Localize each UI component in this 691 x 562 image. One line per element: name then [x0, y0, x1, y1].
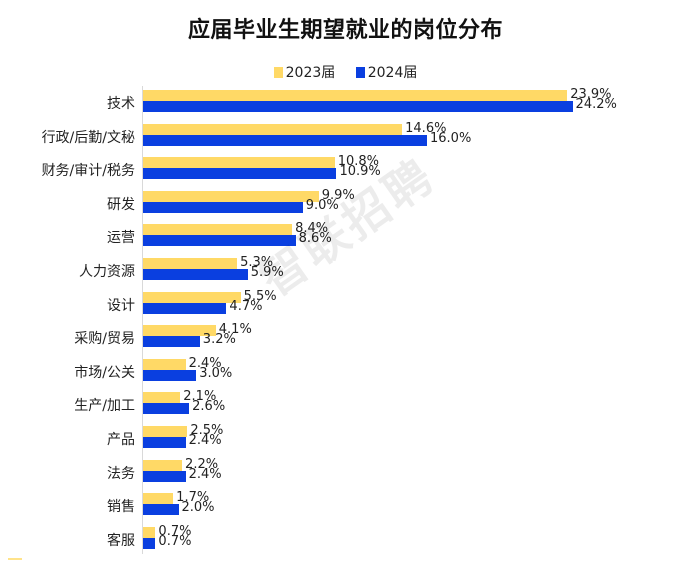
- category-row: 采购/贸易 4.1% 3.2%: [0, 320, 691, 354]
- bar-2023: [143, 190, 319, 202]
- value-label-2024: 16.0%: [430, 130, 472, 146]
- legend-label-2024: 2024届: [367, 65, 418, 81]
- bar-2023: [143, 325, 216, 337]
- value-label-2024: 3.0%: [199, 365, 233, 381]
- category-label: 财务/审计/税务: [41, 163, 135, 180]
- legend-item-2023: 2023届: [273, 62, 336, 82]
- bar-2024: [143, 403, 190, 415]
- value-label-2023: 1.7%: [176, 490, 210, 506]
- bar-2024: [143, 302, 227, 314]
- legend-swatch-2023: [273, 66, 283, 78]
- category-label: 法务: [107, 465, 135, 482]
- bar-2023: [143, 392, 181, 404]
- bar-2023: [143, 123, 403, 135]
- category-row: 法务 2.2% 2.4%: [0, 455, 691, 489]
- category-row: 财务/审计/税务 10.8% 10.9%: [0, 152, 691, 186]
- value-label-2023: 2.5%: [190, 423, 224, 438]
- value-label-2023: 23.9%: [570, 87, 612, 102]
- bar-2023: [143, 526, 156, 538]
- bar-2024: [143, 201, 303, 213]
- bar-2024: [143, 269, 248, 280]
- category-row: 行政/后勤/文秘 14.6% 16.0%: [0, 119, 691, 153]
- value-label-2023: 10.8%: [337, 154, 379, 170]
- legend: 2023届 2024届: [0, 62, 691, 82]
- category-label: 人力资源: [79, 264, 135, 280]
- category-row: 销售 1.7% 2.0%: [0, 488, 691, 522]
- chart-title: 应届毕业生期望就业的岗位分布: [187, 18, 503, 43]
- value-label-2024: 0.7%: [158, 533, 192, 549]
- value-label-2024: 2.0%: [181, 500, 215, 516]
- category-row: 客服 0.7% 0.7%: [0, 522, 691, 556]
- bar-2024: [143, 101, 573, 112]
- legend-label-2023: 2023届: [285, 65, 336, 81]
- category-row: 市场/公关 2.4% 3.0%: [0, 354, 691, 388]
- legend-swatch-2024: [355, 66, 365, 78]
- bar-2023: [143, 459, 183, 471]
- bar-2023: [143, 224, 293, 236]
- value-label-2023: 2.2%: [185, 456, 219, 472]
- bar-2024: [143, 437, 186, 448]
- bar-2024: [143, 336, 200, 348]
- value-label-2023: 4.1%: [218, 322, 252, 338]
- value-label-2024: 3.2%: [202, 332, 236, 348]
- bar-2024: [143, 504, 179, 516]
- bar-2023: [143, 90, 568, 101]
- category-row: 运营 8.4% 8.6%: [0, 219, 691, 253]
- category-label: 行政/后勤/文秘: [41, 129, 135, 146]
- bar-2024: [143, 235, 296, 247]
- value-label-2024: 2.4%: [188, 433, 222, 448]
- category-label: 销售: [107, 499, 135, 516]
- bar-2023: [143, 493, 174, 505]
- bar-2023: [143, 258, 238, 269]
- category-label: 产品: [107, 432, 135, 448]
- category-row: 人力资源 5.3% 5.9%: [0, 253, 691, 287]
- bar-2024: [143, 470, 186, 482]
- category-row: 设计 5.5% 4.7%: [0, 287, 691, 321]
- value-label-2023: 2.4%: [188, 355, 222, 371]
- category-label: 采购/贸易: [74, 331, 135, 348]
- legend-item-2024: 2024届: [355, 62, 418, 82]
- value-label-2024: 24.2%: [575, 97, 617, 112]
- category-label: 运营: [107, 230, 135, 247]
- value-label-2023: 9.9%: [321, 187, 355, 203]
- category-row: 生产/加工 2.1% 2.6%: [0, 387, 691, 421]
- bar-2023: [143, 358, 186, 370]
- category-label: 市场/公关: [74, 364, 135, 381]
- category-label: 研发: [107, 196, 135, 213]
- value-label-2023: 8.4%: [295, 221, 329, 237]
- value-label-2023: 2.1%: [183, 389, 217, 405]
- value-label-2023: 5.3%: [240, 255, 274, 270]
- category-label: 生产/加工: [74, 398, 135, 415]
- value-label-2024: 4.7%: [229, 298, 263, 314]
- value-label-2023: 14.6%: [405, 120, 447, 136]
- category-label: 客服: [107, 532, 135, 549]
- bar-2024: [143, 369, 197, 381]
- bar-2024: [143, 537, 156, 549]
- value-label-2024: 5.9%: [250, 265, 284, 280]
- category-label: 技术: [107, 96, 135, 112]
- value-label-2023: 5.5%: [243, 288, 277, 304]
- corner-mark: [8, 558, 22, 560]
- value-label-2024: 8.6%: [298, 231, 332, 247]
- y-axis-line: [142, 86, 143, 554]
- value-label-2023: 0.7%: [158, 523, 192, 539]
- value-label-2024: 2.4%: [188, 466, 222, 482]
- bar-2024: [143, 134, 427, 146]
- category-row: 产品 2.5% 2.4%: [0, 421, 691, 455]
- bar-2023: [143, 157, 335, 169]
- category-row: 技术 23.9% 24.2%: [0, 85, 691, 119]
- bar-2024: [143, 168, 337, 180]
- category-row: 研发 9.9% 9.0%: [0, 186, 691, 220]
- category-label: 设计: [107, 297, 135, 314]
- bar-2023: [143, 426, 188, 437]
- value-label-2024: 2.6%: [192, 399, 226, 415]
- value-label-2024: 9.0%: [305, 197, 339, 213]
- value-label-2024: 10.9%: [339, 164, 381, 180]
- bar-2023: [143, 291, 241, 303]
